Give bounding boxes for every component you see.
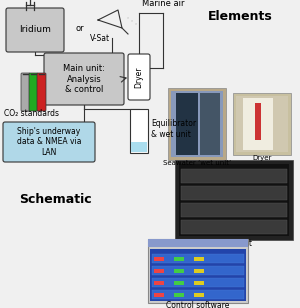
Bar (233, 93, 291, 155)
Bar (171, 91, 223, 157)
Text: Control software: Control software (166, 301, 230, 308)
Bar (194, 281, 204, 285)
Bar (181, 203, 287, 217)
Bar (174, 281, 184, 285)
Bar (179, 164, 289, 236)
Text: Seawater ‘wet unit’: Seawater ‘wet unit’ (163, 160, 231, 166)
FancyBboxPatch shape (29, 73, 38, 111)
Bar (255, 103, 261, 140)
Bar (194, 269, 204, 273)
Bar (243, 98, 273, 150)
Bar (181, 186, 287, 200)
Text: Elements: Elements (208, 10, 272, 23)
Bar (174, 293, 184, 297)
Text: Dryer: Dryer (134, 66, 143, 88)
Bar (200, 93, 220, 155)
Bar (176, 93, 198, 155)
Bar (154, 257, 164, 261)
Bar (168, 88, 226, 160)
Text: Equilibrator
& wet unit: Equilibrator & wet unit (151, 119, 196, 139)
Bar (150, 249, 246, 301)
Bar (154, 269, 164, 273)
Text: Iridium: Iridium (19, 26, 51, 34)
Bar (181, 169, 287, 183)
Text: Dryer: Dryer (252, 155, 272, 161)
Bar (174, 269, 184, 273)
Text: CO₂ standards: CO₂ standards (4, 109, 59, 118)
Text: Main unit: Main unit (216, 239, 252, 248)
Bar (152, 266, 244, 275)
Text: Main unit:
Analysis
& control: Main unit: Analysis & control (63, 64, 105, 94)
Text: Marine air: Marine air (142, 0, 184, 8)
Bar (130, 109, 148, 153)
Bar (175, 160, 293, 240)
FancyBboxPatch shape (21, 73, 30, 111)
FancyBboxPatch shape (128, 54, 150, 100)
Text: Ship's underway
data & NMEA via
LAN: Ship's underway data & NMEA via LAN (17, 127, 81, 157)
Bar (236, 96, 288, 152)
Bar (194, 257, 204, 261)
FancyBboxPatch shape (6, 8, 64, 52)
Bar (148, 239, 248, 247)
FancyBboxPatch shape (44, 53, 124, 105)
Bar (154, 281, 164, 285)
Bar (174, 257, 184, 261)
FancyBboxPatch shape (3, 122, 95, 162)
Bar (152, 278, 244, 287)
Bar (152, 254, 244, 263)
Bar (148, 239, 248, 303)
FancyBboxPatch shape (37, 73, 46, 111)
Bar (154, 293, 164, 297)
Bar (152, 290, 244, 299)
Text: or: or (76, 24, 84, 33)
Text: V-Sat: V-Sat (90, 34, 110, 43)
Bar (194, 293, 204, 297)
Bar (131, 142, 147, 152)
Text: Schematic: Schematic (19, 193, 91, 206)
Bar (181, 220, 287, 234)
